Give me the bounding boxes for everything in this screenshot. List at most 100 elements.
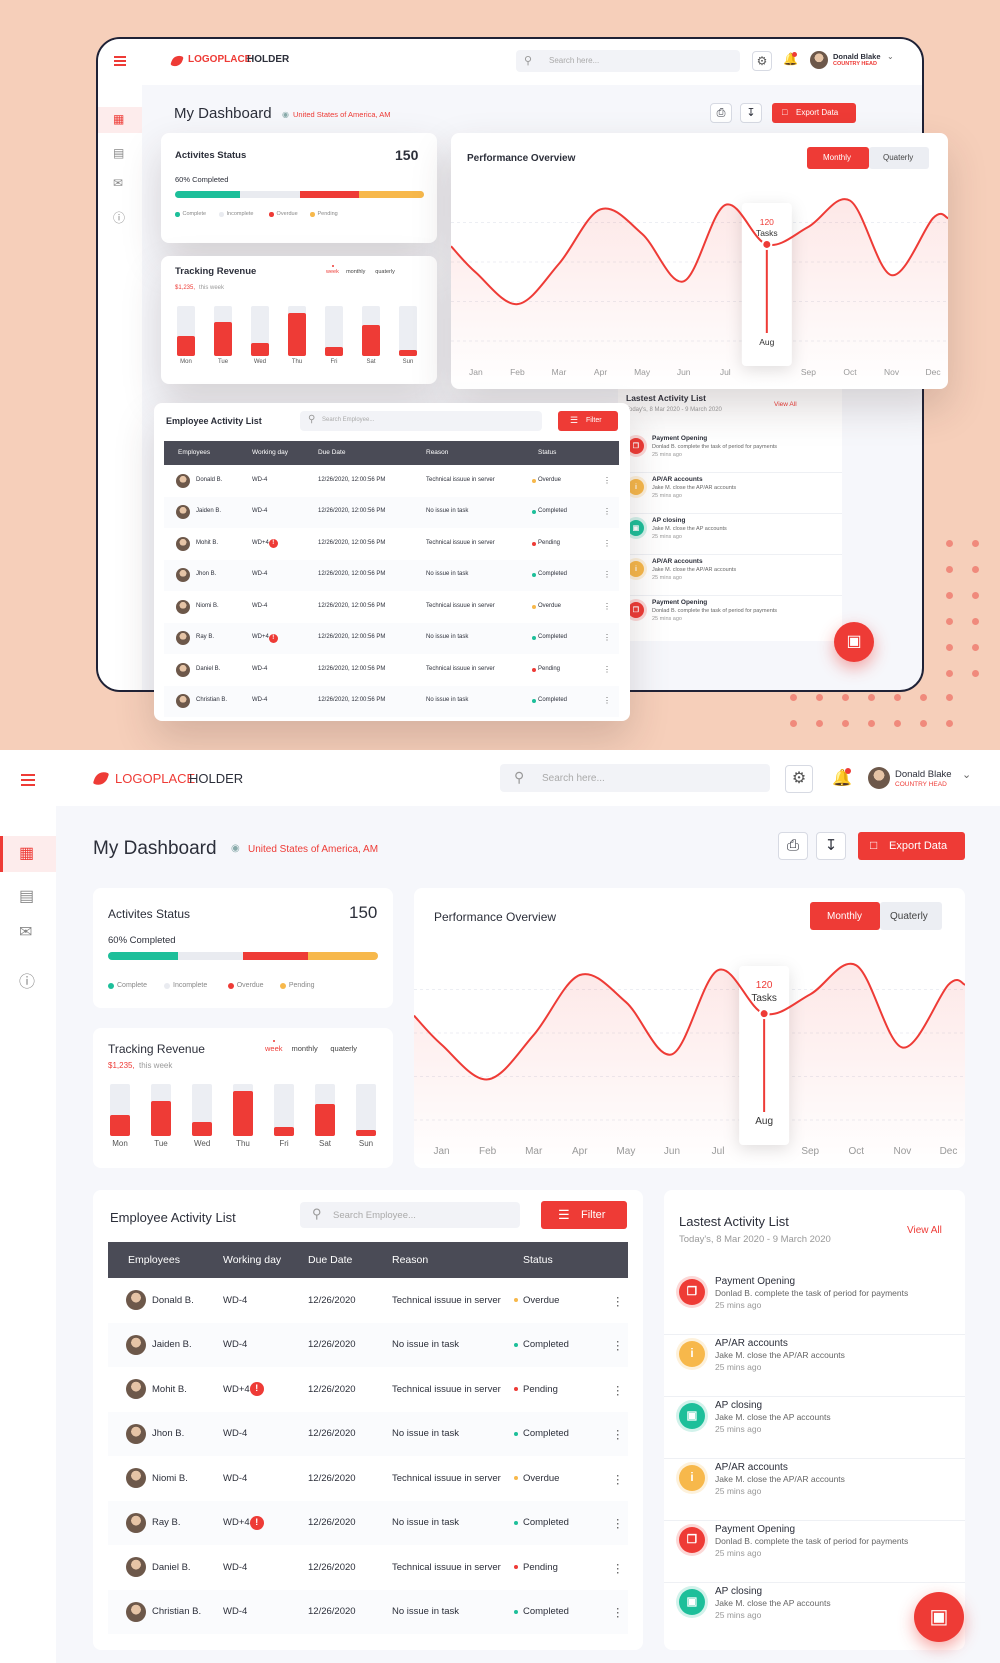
table-row[interactable]: Ray B. WD+4! 12/26/2020 No issue in task Com… (108, 1500, 628, 1545)
revenue-tab-quaterly[interactable]: quaterly (375, 269, 395, 275)
view-all-link[interactable]: View All (774, 401, 797, 408)
tab-monthly[interactable]: Monthly (810, 902, 880, 930)
settings-gear-icon[interactable]: ⚙ (752, 51, 772, 71)
help-icon[interactable]: ⓘ (19, 974, 36, 991)
table-row[interactable]: Mohit B. WD+4! 12/26/2020 Technical issuue … (108, 1367, 628, 1412)
revenue-bar-sun[interactable] (399, 350, 417, 356)
table-row[interactable]: Jhon B. WD-4 12/26/2020 No issue in task Com… (108, 1411, 628, 1456)
chevron-down-icon[interactable]: ⌄ (962, 769, 972, 781)
search-input[interactable]: ⚲ Search here... (500, 764, 770, 792)
revenue-bar-sun[interactable] (356, 1129, 376, 1136)
revenue-bar-tue[interactable] (214, 322, 232, 356)
kebab-menu-icon[interactable]: ⋮ (603, 633, 611, 643)
revenue-bar-tue[interactable] (151, 1100, 171, 1136)
sidebar-item-dashboard[interactable] (0, 836, 56, 872)
filter-button[interactable]: ☰ Filter (558, 411, 618, 431)
employee-search-input[interactable]: ⚲ Search Employee... (300, 1202, 520, 1228)
kebab-menu-icon[interactable]: ⋮ (603, 664, 611, 674)
sidebar-item-dashboard[interactable] (98, 107, 142, 133)
revenue-tab-monthly[interactable]: monthly (346, 269, 366, 275)
revenue-bar-mon[interactable] (110, 1115, 130, 1136)
tab-monthly[interactable]: Monthly (807, 147, 869, 169)
table-row[interactable]: Niomi B. WD-4 12/26/2020, 12:00:56 PM Techn… (164, 591, 619, 623)
bar-chart-icon[interactable]: ▤ (113, 146, 125, 160)
kebab-menu-icon[interactable]: ⋮ (603, 507, 611, 517)
menu-icon[interactable] (21, 774, 35, 776)
user-avatar[interactable] (810, 51, 828, 69)
table-row[interactable]: Ray B. WD+4! 12/26/2020, 12:00:56 PM No iss… (164, 622, 619, 654)
revenue-tab-quaterly[interactable]: quaterly (330, 1044, 358, 1053)
chatbot-icon[interactable]: ▣ (834, 622, 874, 662)
revenue-bar-mon[interactable] (177, 336, 195, 356)
revenue-bar-wed[interactable] (251, 342, 269, 356)
revenue-tab-week[interactable]: week (265, 1044, 283, 1053)
kebab-menu-icon[interactable]: ⋮ (612, 1562, 624, 1575)
table-row[interactable]: Donald B. WD-4 12/26/2020, 12:00:56 PM Tech… (164, 465, 619, 497)
revenue-bar-wed[interactable] (192, 1121, 212, 1136)
table-row[interactable]: Donald B. WD-4 12/26/2020 Technical issuue … (108, 1278, 628, 1323)
activity-title[interactable]: AP closing (652, 517, 686, 524)
revenue-bar-sat[interactable] (315, 1103, 335, 1136)
kebab-menu-icon[interactable]: ⋮ (612, 1384, 624, 1397)
kebab-menu-icon[interactable]: ⋮ (612, 1340, 624, 1352)
filter-button[interactable]: ☰ Filter (541, 1201, 627, 1229)
search-input[interactable]: ⚲ Search here... (516, 50, 740, 72)
revenue-tab-week[interactable]: week (326, 269, 339, 275)
kebab-menu-icon[interactable]: ⋮ (603, 538, 611, 548)
kebab-menu-icon[interactable]: ⋮ (612, 1429, 624, 1441)
revenue-bar-fri[interactable] (325, 347, 343, 356)
mail-icon[interactable]: ✉ (19, 924, 33, 941)
settings-gear-icon[interactable]: ⚙ (785, 765, 813, 793)
table-row[interactable]: Daniel B. WD-4 12/26/2020, 12:00:56 PM Tech… (164, 654, 619, 686)
table-row[interactable]: Jaiden B. WD-4 12/26/2020, 12:00:56 PM No i… (164, 496, 619, 528)
tab-quarterly[interactable]: Quaterly (880, 902, 942, 930)
chatbot-icon[interactable]: ▣ (914, 1592, 964, 1642)
kebab-menu-icon[interactable]: ⋮ (603, 475, 611, 485)
activity-title[interactable]: Payment Opening (652, 599, 708, 606)
download-icon[interactable]: ↧ (816, 832, 846, 860)
employee-search-input[interactable]: ⚲ Search Employee... (300, 411, 542, 431)
revenue-bar-sat[interactable] (362, 325, 380, 356)
revenue-bar-thu[interactable] (288, 313, 306, 356)
activity-title[interactable]: Payment Opening (715, 1524, 796, 1535)
activity-title[interactable]: AP/AR accounts (715, 1462, 788, 1473)
activity-title[interactable]: AP/AR accounts (715, 1338, 788, 1349)
export-data-button[interactable]: □ Export Data (858, 832, 965, 860)
activity-title[interactable]: Payment Opening (715, 1276, 796, 1287)
table-row[interactable]: Jhon B. WD-4 12/26/2020, 12:00:56 PM No iss… (164, 559, 619, 591)
revenue-tab-monthly[interactable]: monthly (291, 1044, 318, 1053)
revenue-bar-thu[interactable] (233, 1091, 253, 1136)
chevron-down-icon[interactable]: ⌄ (887, 52, 894, 61)
tab-quarterly[interactable]: Quaterly (869, 147, 929, 169)
activity-title[interactable]: AP/AR accounts (652, 558, 703, 565)
table-row[interactable]: Mohit B. WD+4! 12/26/2020, 12:00:56 PM Tech… (164, 528, 619, 560)
kebab-menu-icon[interactable]: ⋮ (603, 570, 611, 580)
kebab-menu-icon[interactable]: ⋮ (603, 601, 611, 611)
table-row[interactable]: Christian B. WD-4 12/26/2020, 12:00:56 PM N… (164, 685, 619, 717)
table-row[interactable]: Niomi B. WD-4 12/26/2020 Technical issuue i… (108, 1456, 628, 1501)
kebab-menu-icon[interactable]: ⋮ (603, 696, 611, 706)
table-row[interactable]: Daniel B. WD-4 12/26/2020 Technical issuue … (108, 1545, 628, 1590)
bar-chart-icon[interactable]: ▤ (19, 888, 35, 905)
table-row[interactable]: Jaiden B. WD-4 12/26/2020 No issue in task C… (108, 1322, 628, 1367)
activity-title[interactable]: AP closing (715, 1586, 763, 1597)
export-data-button[interactable]: □ Export Data (772, 103, 856, 123)
activity-title[interactable]: AP closing (715, 1400, 763, 1411)
kebab-menu-icon[interactable]: ⋮ (612, 1295, 624, 1308)
activity-title[interactable]: Payment Opening (652, 435, 708, 442)
view-all-link[interactable]: View All (907, 1225, 942, 1236)
revenue-bar-fri[interactable] (274, 1126, 294, 1136)
table-row[interactable]: Christian B. WD-4 12/26/2020 No issue in ta… (108, 1589, 628, 1634)
print-icon[interactable]: ⎙ (710, 103, 732, 123)
menu-icon[interactable] (114, 56, 126, 58)
kebab-menu-icon[interactable]: ⋮ (612, 1473, 624, 1486)
help-icon[interactable]: ⓘ (113, 211, 126, 225)
kebab-menu-icon[interactable]: ⋮ (612, 1518, 624, 1530)
notification-bell-icon[interactable]: 🔔 (832, 770, 852, 787)
activity-title[interactable]: AP/AR accounts (652, 476, 703, 483)
download-icon[interactable]: ↧ (740, 103, 762, 123)
mail-icon[interactable]: ✉ (113, 176, 124, 190)
kebab-menu-icon[interactable]: ⋮ (612, 1607, 624, 1619)
user-avatar[interactable] (868, 767, 890, 789)
print-icon[interactable]: ⎙ (778, 832, 808, 860)
